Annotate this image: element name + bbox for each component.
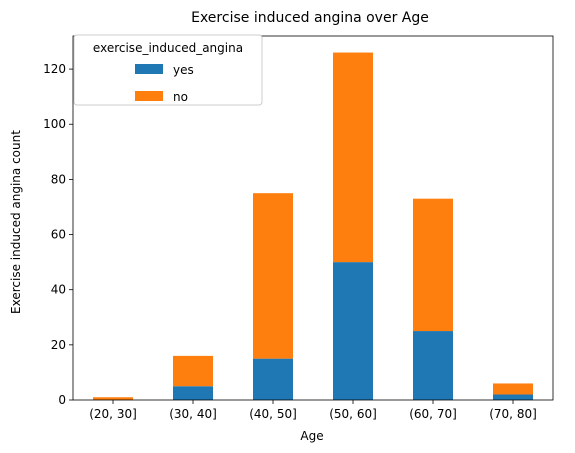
bar-no-2 [253, 193, 293, 359]
bar-yes-4 [413, 331, 453, 400]
legend-label-no: no [173, 90, 188, 104]
legend-frame [73, 34, 263, 106]
x-tick-label: (30, 40] [169, 407, 217, 421]
x-tick-label: (40, 50] [249, 407, 297, 421]
y-axis-label: Exercise induced angina count [9, 130, 23, 314]
legend-title: exercise_induced_angina [93, 41, 243, 55]
bars-group [93, 52, 533, 400]
bar-no-3 [333, 52, 373, 263]
x-tick-label: (70, 80] [489, 407, 537, 421]
y-tick-label: 120 [43, 62, 66, 76]
axes-group: 0 20 40 60 80 100 120 (20, 30] (30, 40] (40, 50] (… [43, 35, 554, 421]
x-tick-label: (20, 30] [89, 407, 137, 421]
bar-no-1 [173, 355, 213, 387]
legend-swatch-yes [135, 64, 163, 74]
y-tick-label: 20 [51, 338, 66, 352]
x-tick-label: (50, 60] [329, 407, 377, 421]
y-tick-label: 80 [51, 172, 66, 186]
chart-title: Exercise induced angina over Age [191, 10, 429, 26]
bar-yes-5 [493, 394, 533, 400]
bar-no-0 [93, 397, 133, 400]
x-axis-label: Age [300, 429, 323, 443]
bar-yes-1 [173, 386, 213, 400]
y-tick-label: 60 [51, 228, 66, 242]
y-tick-label: 100 [43, 117, 66, 131]
y-tick-label: 0 [58, 393, 66, 407]
legend-label-yes: yes [173, 63, 194, 77]
plot-frame [72, 35, 554, 401]
bar-yes-2 [253, 358, 293, 400]
legend: exercise_induced_angina yes no [73, 34, 263, 106]
bar-no-4 [413, 198, 453, 332]
bar-no-5 [493, 383, 533, 395]
legend-swatch-no [135, 91, 163, 101]
y-tick-label: 40 [51, 283, 66, 297]
bar-yes-3 [333, 262, 373, 400]
x-tick-label: (60, 70] [409, 407, 457, 421]
